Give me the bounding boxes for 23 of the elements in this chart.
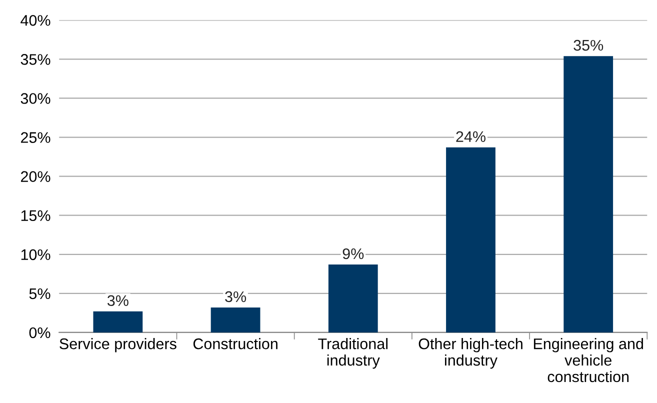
x-tick-label: Service providers [60, 338, 176, 352]
y-tick-label: 35% [20, 54, 50, 65]
bar [93, 311, 143, 332]
bar [210, 307, 260, 332]
y-tick-label: 10% [21, 249, 50, 260]
data-label: 35% [574, 40, 604, 51]
x-tick-label: Other high-tech industry [418, 338, 522, 369]
y-tick-label: 30% [20, 93, 50, 104]
y-tick-label: 20% [20, 171, 50, 182]
y-tick-label: 25% [20, 132, 50, 143]
data-label: 3% [107, 295, 128, 306]
y-tick-label: 5% [29, 288, 50, 300]
bar [446, 147, 496, 332]
x-tick-label: Construction [193, 338, 278, 350]
bar [328, 264, 378, 332]
y-tick-label: 40% [20, 15, 50, 26]
x-tick-label: Engineering and vehicle construction [534, 338, 644, 382]
data-label: 9% [342, 248, 364, 260]
data-label: 3% [225, 291, 246, 302]
data-label: 24% [456, 131, 486, 142]
y-tick-label: 0% [29, 327, 50, 338]
x-tick-label: Traditional industry [318, 338, 388, 369]
y-tick-label: 15% [21, 210, 50, 222]
